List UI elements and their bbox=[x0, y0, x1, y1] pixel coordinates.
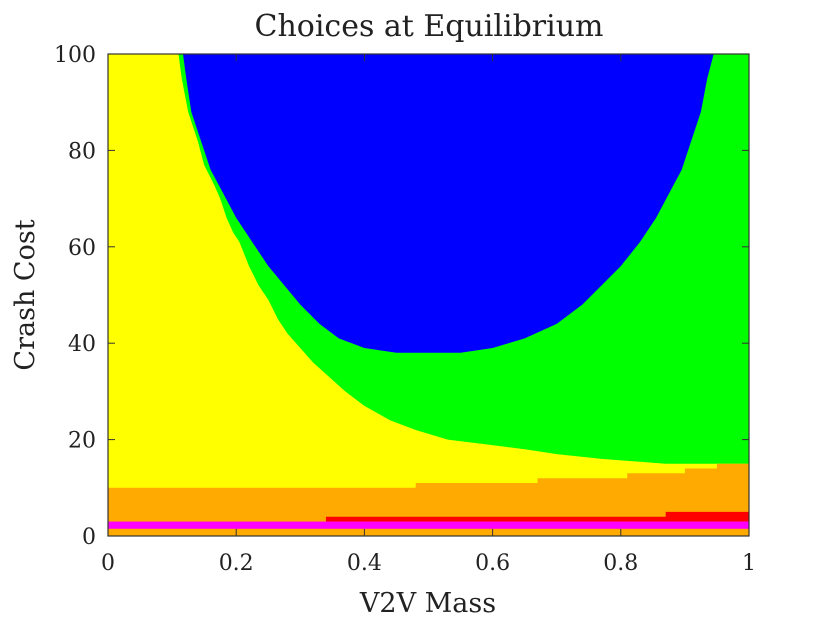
x-tick-label: 0.4 bbox=[347, 551, 382, 576]
chart-title: Choices at Equilibrium bbox=[254, 9, 603, 44]
plot-frame bbox=[107, 53, 750, 537]
region-blue bbox=[183, 54, 714, 353]
region-red bbox=[325, 511, 749, 522]
y-tick-label: 80 bbox=[68, 139, 96, 164]
y-axis: 0 20 40 60 80 100 bbox=[54, 43, 749, 550]
y-tick-label: 40 bbox=[68, 332, 96, 357]
y-tick-label: 100 bbox=[54, 43, 96, 68]
y-axis-label: Crash Cost bbox=[10, 219, 41, 370]
plot-area bbox=[108, 54, 749, 536]
y-tick-label: 0 bbox=[82, 525, 96, 550]
x-tick-label: 0.2 bbox=[219, 551, 254, 576]
y-tick-label: 20 bbox=[68, 429, 96, 454]
x-axis: 0 0.2 0.4 0.6 0.8 1 bbox=[101, 54, 756, 576]
x-tick-label: 1 bbox=[742, 551, 756, 576]
region-magenta bbox=[108, 521, 749, 529]
x-axis-label: V2V Mass bbox=[359, 588, 496, 619]
y-tick-label: 60 bbox=[68, 236, 96, 261]
x-tick-label: 0.6 bbox=[475, 551, 510, 576]
x-tick-label: 0 bbox=[101, 551, 115, 576]
x-tick-label: 0.8 bbox=[603, 551, 638, 576]
